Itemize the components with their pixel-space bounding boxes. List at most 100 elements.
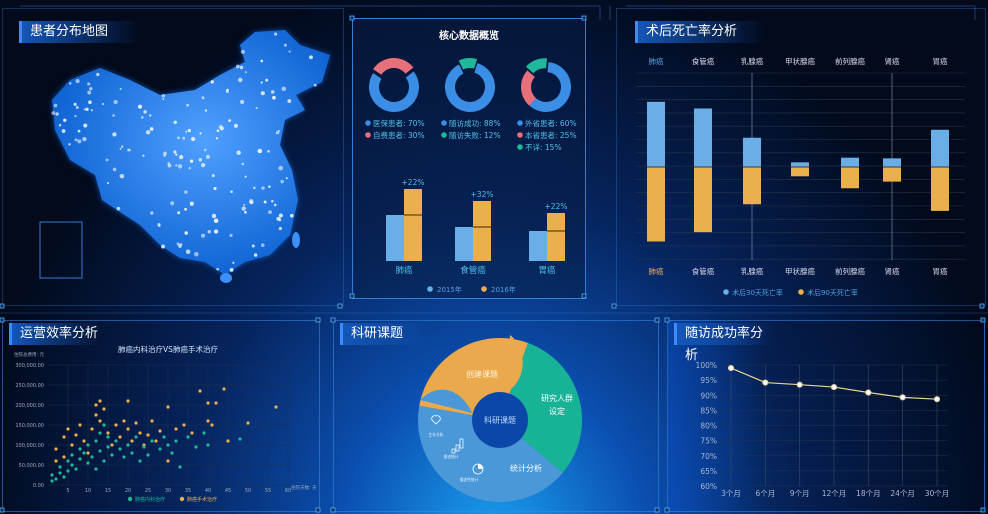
scatter-point (198, 389, 202, 393)
city-dot (69, 82, 72, 85)
city-dot (112, 167, 117, 172)
city-dot (229, 233, 233, 237)
scatter-point (138, 459, 142, 463)
city-dot (89, 87, 93, 91)
y-tick-label: 150,000.00 (15, 423, 44, 429)
x-tick-label: 30 (165, 488, 171, 494)
scatter-point (138, 431, 142, 435)
city-dot (225, 90, 229, 94)
bar-2015年 (455, 227, 473, 261)
city-dot (137, 104, 143, 109)
bar-2016年 (473, 201, 491, 261)
x-tick-label: 40 (205, 488, 211, 494)
corner-marker (349, 293, 355, 299)
bar-30day (743, 137, 761, 167)
legend-dot (427, 286, 433, 292)
tool-label: 描述性统计 (460, 477, 479, 482)
category-label-bottom: 胃癌 (933, 266, 948, 276)
x-tick-label: 18个月 (856, 489, 881, 498)
city-dot (255, 106, 258, 110)
city-dot (213, 218, 219, 224)
city-dots (51, 32, 317, 272)
scatter-point (94, 413, 98, 417)
city-dot (83, 123, 88, 128)
city-dot (280, 179, 284, 184)
scatter-point (226, 439, 230, 443)
city-dot (229, 267, 234, 272)
mortality-panel: 术后死亡率分析 (616, 8, 986, 306)
x-axis-label: 住院天数: 天 (291, 484, 317, 491)
city-dot (216, 267, 220, 271)
x-tick-label: 50 (245, 488, 251, 494)
legend-dot (441, 132, 447, 138)
bar-30day (841, 157, 859, 167)
scatter-point (154, 439, 158, 443)
scatter-point (50, 479, 54, 483)
y-tick-label: 50,000.00 (19, 463, 44, 469)
city-dot (272, 95, 276, 100)
city-dot (218, 124, 223, 129)
scatter-point (122, 455, 126, 459)
scatter-point (206, 401, 210, 405)
city-dot (143, 110, 147, 114)
city-dot (83, 108, 86, 111)
legend-label: 随访失败: 12% (449, 130, 501, 140)
map-shape (52, 30, 330, 275)
scatter-point (150, 439, 154, 443)
scatter-point (102, 459, 106, 463)
data-point (933, 396, 941, 403)
city-dot (205, 154, 210, 159)
city-dot (90, 109, 94, 112)
scatter-point (134, 421, 138, 425)
scatter-point (50, 473, 54, 477)
corner-marker (980, 507, 986, 513)
panel-title: 术后死亡率分析 (635, 21, 765, 43)
city-dot (105, 158, 109, 162)
scatter-point (90, 427, 94, 431)
scatter-point (174, 427, 178, 431)
city-dot (253, 253, 258, 257)
scatter-point (118, 435, 122, 439)
corner-marker (664, 507, 670, 513)
scatter-point (110, 443, 114, 447)
city-dot (74, 115, 77, 118)
city-dot (271, 199, 274, 203)
legend-label: 医保患者: 70% (373, 118, 425, 128)
x-tick-label: 3个月 (721, 489, 741, 498)
panel-title: 运营效率分析 (9, 323, 99, 345)
efficiency-panel: 运营效率分析 (2, 320, 320, 512)
x-tick-label: 15 (105, 488, 111, 494)
city-dot (61, 129, 66, 133)
scatter-point (106, 445, 110, 449)
city-dot (121, 145, 124, 148)
scatter-point (178, 465, 182, 469)
scatter-point (274, 405, 278, 409)
city-dot (175, 164, 178, 167)
y-tick-label: 90% (700, 391, 717, 400)
bar-2015年 (386, 215, 404, 261)
legend-dot (517, 120, 523, 126)
scatter-point (122, 419, 126, 423)
bar-30day (931, 129, 949, 167)
panel-title: 随访成功率分析 (674, 323, 774, 363)
scatter-point (142, 445, 146, 449)
bar-30day (883, 158, 901, 167)
pie-chart-icon (478, 464, 483, 469)
y-tick-label: 80% (700, 422, 717, 431)
city-dot (313, 83, 317, 87)
x-tick-label: 10 (85, 488, 91, 494)
city-dot (177, 164, 183, 169)
legend-label: 不详: 15% (525, 142, 562, 152)
category-label-bottom: 肺癌 (649, 266, 664, 276)
city-dot (233, 123, 238, 128)
scatter-point (134, 435, 138, 439)
south-sea-inset (39, 221, 83, 279)
category-label-top: 甲状腺癌 (785, 56, 815, 66)
segment-statistics (420, 389, 500, 420)
city-dot (283, 43, 287, 47)
city-dot (53, 103, 58, 108)
scatter-point (70, 463, 74, 467)
city-dot (230, 190, 233, 193)
city-dot (176, 242, 180, 246)
